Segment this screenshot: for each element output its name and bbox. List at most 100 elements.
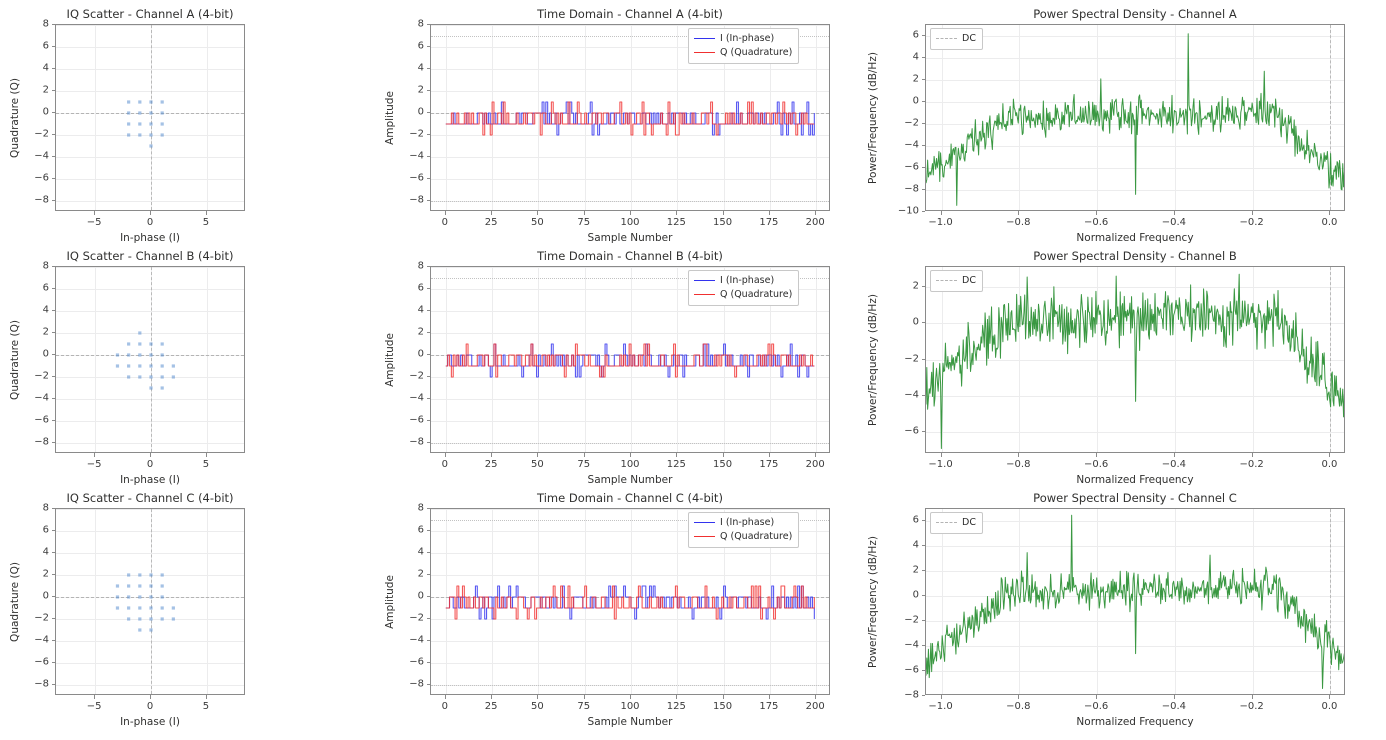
plot-title-scatter-b: IQ Scatter - Channel B (4-bit) (66, 249, 234, 263)
y-tick-label: 6 (912, 514, 919, 526)
y-tick-label: 0 (912, 316, 919, 328)
gridline-h (431, 553, 829, 554)
gridline-v (584, 509, 586, 694)
x-tick-mark (1018, 453, 1020, 457)
y-tick-label: −6 (34, 172, 49, 184)
trace-q-quadrature (445, 585, 815, 620)
x-tick-mark (1018, 211, 1020, 215)
x-tick-label: 0 (146, 217, 154, 228)
y-tick-mark (51, 46, 55, 47)
x-tick-mark (583, 695, 585, 699)
gridline-h (56, 289, 244, 290)
x-tick-mark (1329, 695, 1331, 699)
legend-psd-b[interactable]: DC (930, 270, 983, 292)
y-tick-label: 8 (417, 502, 424, 514)
y-tick-mark (426, 442, 430, 443)
x-axis-label: Sample Number (587, 716, 673, 728)
plot-title-psd-b: Power Spectral Density - Channel B (1033, 249, 1237, 263)
x-tick-label: 100 (620, 701, 640, 712)
x-tick-mark (537, 211, 539, 215)
gridline-h (56, 47, 244, 48)
y-tick-label: −2 (409, 128, 424, 140)
y-tick-mark (921, 79, 925, 80)
gridline-v (631, 509, 632, 694)
y-tick-label: −4 (904, 139, 919, 151)
gridline-h (431, 47, 829, 48)
x-tick-label: 100 (620, 459, 640, 470)
gridline-h (431, 531, 829, 532)
x-axis-label: In-phase (I) (120, 474, 180, 486)
x-tick-label: 0 (146, 459, 154, 470)
trace-i-inphase (445, 101, 815, 136)
x-tick-mark (491, 695, 493, 699)
vertical-axis-line (151, 267, 152, 452)
gridline-v (1330, 509, 1332, 694)
y-tick-label: 0 (417, 590, 424, 602)
y-tick-mark (921, 545, 925, 547)
x-tick-mark (537, 695, 539, 699)
y-tick-label: −8 (904, 183, 919, 195)
legend-psd-c[interactable]: DC (930, 512, 983, 534)
x-tick-mark (630, 453, 631, 457)
y-tick-mark (426, 552, 430, 553)
x-tick-mark (940, 211, 942, 215)
x-tick-mark (722, 211, 724, 215)
y-tick-label: 2 (42, 84, 49, 96)
y-tick-label: 0 (42, 106, 49, 118)
y-tick-mark (51, 508, 55, 509)
scatter-points (115, 573, 175, 632)
x-tick-label: −0.8 (1006, 459, 1031, 470)
x-tick-label: −0.8 (1006, 701, 1031, 712)
legend-psd-a[interactable]: DC (930, 28, 983, 50)
y-tick-mark (51, 310, 55, 311)
y-tick-mark (51, 684, 55, 685)
legend-entry: I (In-phase) (694, 32, 792, 46)
gridline-h (431, 91, 829, 92)
y-tick-label: −2 (904, 353, 919, 365)
y-tick-label: 8 (42, 260, 49, 272)
x-tick-mark (1173, 695, 1175, 699)
gridline-h (431, 25, 829, 26)
x-axis-label: In-phase (I) (120, 232, 180, 244)
x-tick-mark (630, 211, 631, 215)
x-tick-mark (1096, 211, 1098, 215)
y-tick-label: 6 (912, 29, 919, 41)
legend-time-b[interactable]: I (In-phase) Q (Quadrature) (688, 270, 800, 306)
y-tick-mark (51, 68, 55, 69)
gridline-h (56, 355, 244, 356)
x-tick-mark (722, 695, 724, 699)
y-tick-mark (51, 266, 55, 267)
x-tick-mark (676, 211, 678, 215)
y-tick-label: −8 (904, 689, 919, 701)
legend-time-c[interactable]: I (In-phase) Q (Quadrature) (688, 512, 800, 548)
gridline-h (926, 521, 1344, 523)
gridline-v (769, 509, 771, 694)
gridline-h (431, 641, 829, 642)
x-tick-mark (768, 211, 770, 215)
x-axis-label: Normalized Frequency (1076, 716, 1194, 728)
legend-time-a[interactable]: I (In-phase) Q (Quadrature) (688, 28, 800, 64)
gridline-h (56, 443, 244, 444)
gridline-v (723, 509, 725, 694)
gridline-v (1019, 25, 1021, 210)
plot-axes-time-b (430, 266, 830, 453)
plot-title-time-b: Time Domain - Channel B (4-bit) (537, 249, 723, 263)
x-tick-label: 100 (620, 217, 640, 228)
x-tick-label: 0.0 (1321, 701, 1338, 712)
gridline-v (445, 509, 447, 694)
gridline-v (584, 25, 586, 210)
reference-dotted-line (431, 36, 829, 37)
trace-q-quadrature (445, 101, 815, 136)
plot-axes-time-c (430, 508, 830, 695)
gridline-h (56, 531, 244, 532)
gridline-v (206, 25, 208, 210)
x-tick-label: −0.6 (1083, 459, 1109, 470)
x-tick-label: −0.2 (1239, 459, 1264, 470)
x-tick-label: −1.0 (928, 217, 953, 228)
y-tick-mark (51, 178, 55, 179)
y-axis-label: Power/Frequency (dB/Hz) (867, 293, 879, 426)
gridline-h (56, 663, 244, 664)
